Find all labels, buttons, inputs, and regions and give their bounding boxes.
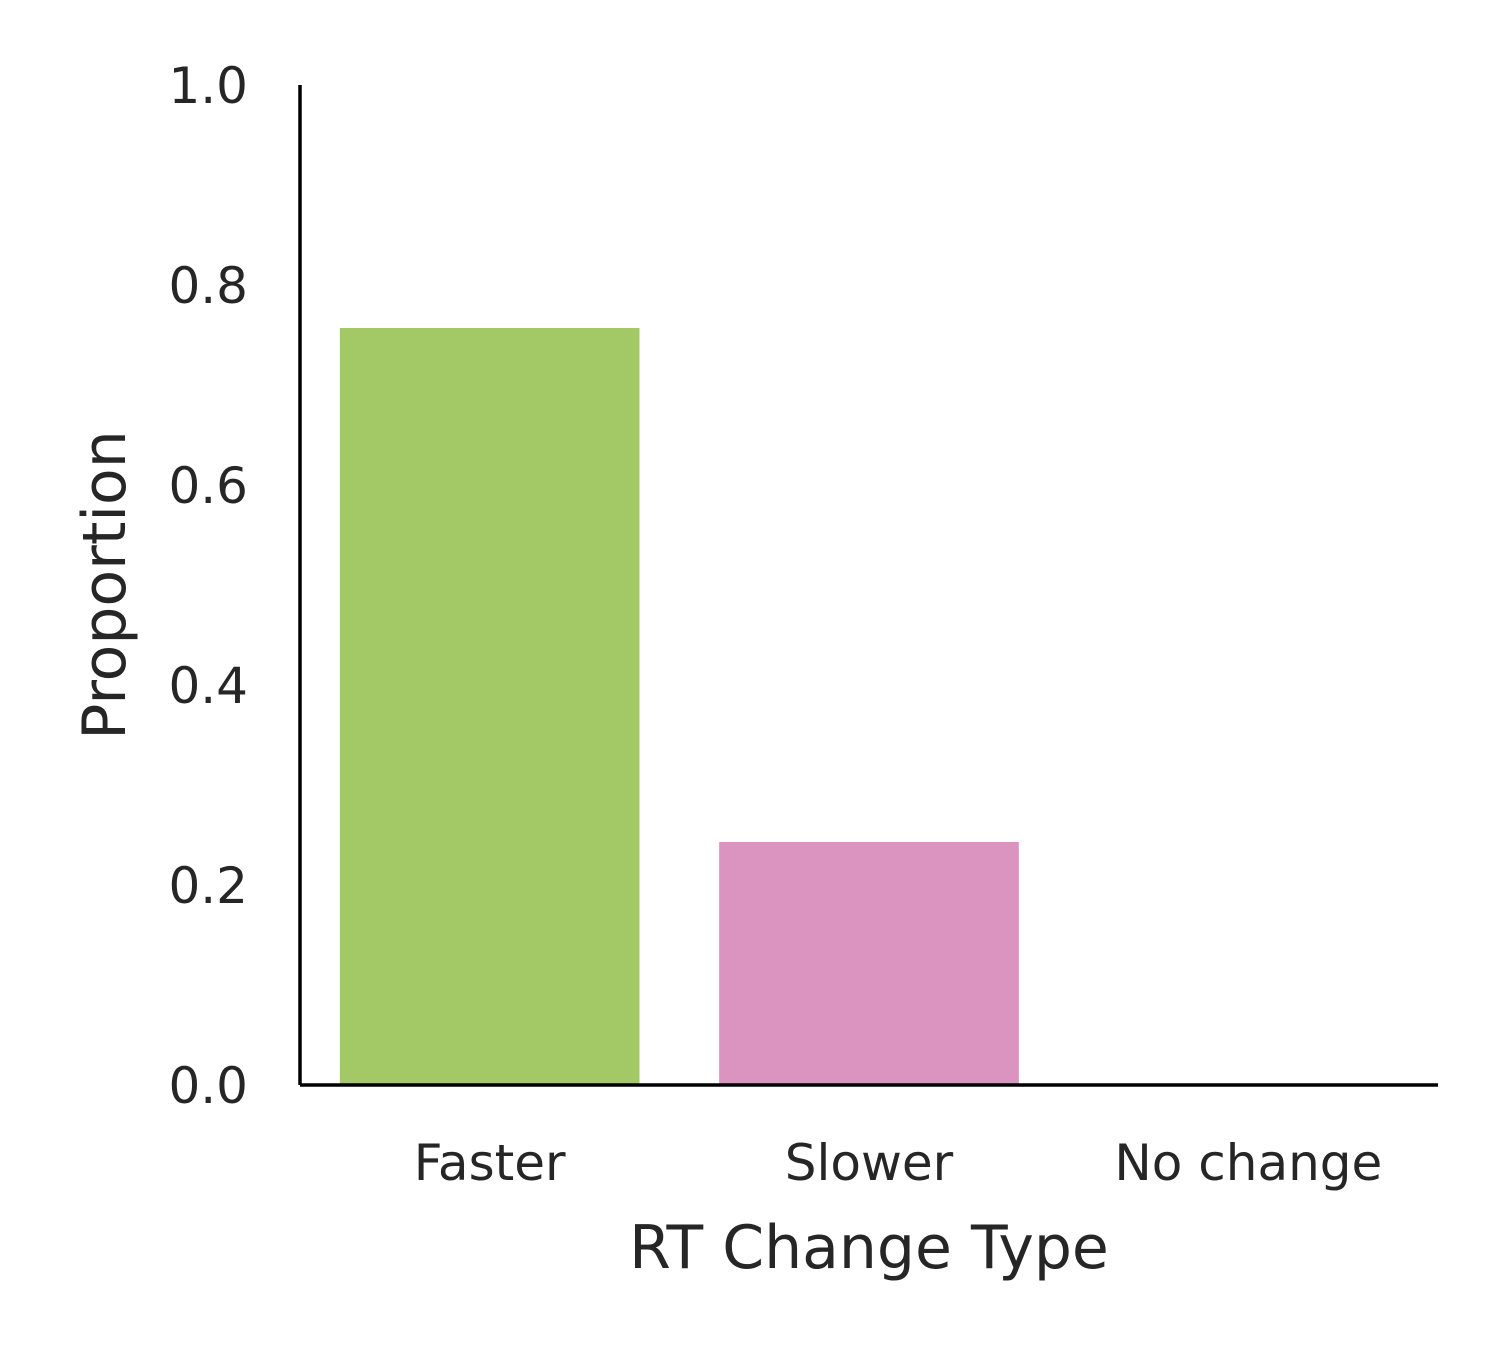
y-axis-label: Proportion [70,430,140,740]
y-tick-labels: 0.0 0.2 0.4 0.6 0.8 1.0 [168,57,248,1115]
y-tick-label: 0.8 [168,257,248,315]
y-tick-label: 0.0 [168,1057,248,1115]
x-tick-label: Faster [414,1134,566,1192]
bar-faster [339,328,640,1085]
bar-slower [719,842,1019,1085]
y-tick-label: 0.4 [168,657,248,715]
x-tick-label: No change [1114,1134,1382,1192]
y-tick-label: 1.0 [168,57,248,115]
x-tick-labels: Faster Slower No change [414,1134,1383,1192]
y-tick-label: 0.6 [168,457,248,515]
x-axis-label: RT Change Type [629,1213,1109,1283]
y-tick-label: 0.2 [168,857,248,915]
bars-group [339,328,1019,1085]
x-tick-label: Slower [785,1134,954,1192]
